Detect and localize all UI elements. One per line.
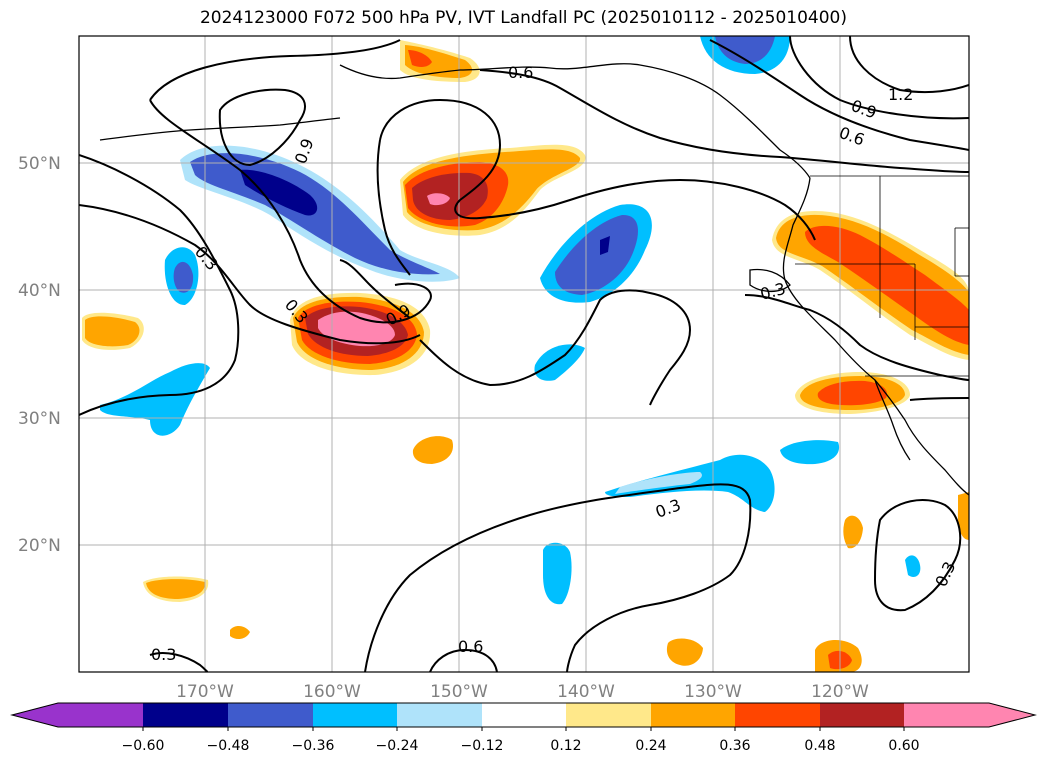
colorbar-segment — [651, 703, 735, 727]
lat-label-20n: 20°N — [18, 536, 61, 556]
lon-label-140w: 140°W — [557, 682, 615, 702]
colorbar-tick-label: 0.24 — [635, 738, 666, 754]
colorbar-segment — [820, 703, 904, 727]
colorbar-tick-label: −0.12 — [461, 738, 504, 754]
pv-contours — [79, 36, 969, 672]
colorbar: −0.60 −0.48 −0.36 −0.24 −0.12 0.12 0.24 … — [10, 702, 1037, 754]
lat-label-30n: 30°N — [18, 409, 61, 429]
lon-label-170w: 170°W — [176, 682, 234, 702]
contour-label: 0.6 — [458, 637, 483, 656]
colorbar-segment — [313, 703, 397, 727]
colorbar-segment — [566, 703, 651, 727]
colorbar-tick-label: 0.12 — [550, 738, 581, 754]
colorbar-segment-max — [904, 703, 1035, 727]
colorbar-segment — [143, 703, 228, 727]
colorbar-outline — [10, 702, 1037, 728]
coastlines — [99, 63, 969, 496]
latitude-labels: 50°N 40°N 30°N 20°N — [18, 154, 61, 556]
colorbar-segment — [228, 703, 313, 727]
colorbar-tick-label: −0.60 — [122, 738, 165, 754]
contour-label: 0.3 — [151, 645, 176, 664]
map-frame — [78, 35, 970, 673]
colorbar-tick-label: 0.36 — [719, 738, 750, 754]
lon-label-120w: 120°W — [811, 682, 869, 702]
contour-label: 0.6 — [508, 63, 533, 82]
lat-label-50n: 50°N — [18, 154, 61, 174]
contour-label: 1.2 — [888, 85, 913, 104]
colorbar-tick-label: −0.48 — [207, 738, 250, 754]
colorbar-segment-min — [12, 703, 143, 727]
colorbar-tick-label: −0.36 — [292, 738, 335, 754]
graticule — [79, 36, 969, 672]
colorbar-segment — [735, 703, 820, 727]
colorbar-segment — [397, 703, 482, 727]
lon-label-130w: 130°W — [684, 682, 742, 702]
lon-label-150w: 150°W — [430, 682, 488, 702]
lat-label-40n: 40°N — [18, 281, 61, 301]
colorbar-segment — [482, 703, 566, 727]
map-area — [79, 36, 969, 672]
colorbar-tick-label: −0.24 — [376, 738, 419, 754]
colorbar-tick-label: 0.48 — [804, 738, 835, 754]
colorbar-tick-label: 0.60 — [888, 738, 919, 754]
lon-label-160w: 160°W — [303, 682, 361, 702]
longitude-labels: 170°W 160°W 150°W 140°W 130°W 120°W — [176, 682, 869, 702]
map-title: 2024123000 F072 500 hPa PV, IVT Landfall… — [199, 8, 847, 28]
state-borders — [795, 175, 969, 377]
